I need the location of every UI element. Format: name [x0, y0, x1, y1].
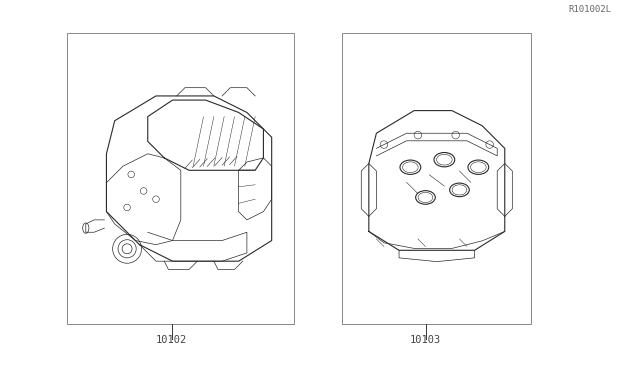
Text: R101002L: R101002L — [568, 5, 611, 14]
Bar — [67, 33, 294, 324]
Text: 10103: 10103 — [410, 335, 441, 345]
Text: 10102: 10102 — [156, 335, 187, 345]
Bar — [342, 33, 531, 324]
